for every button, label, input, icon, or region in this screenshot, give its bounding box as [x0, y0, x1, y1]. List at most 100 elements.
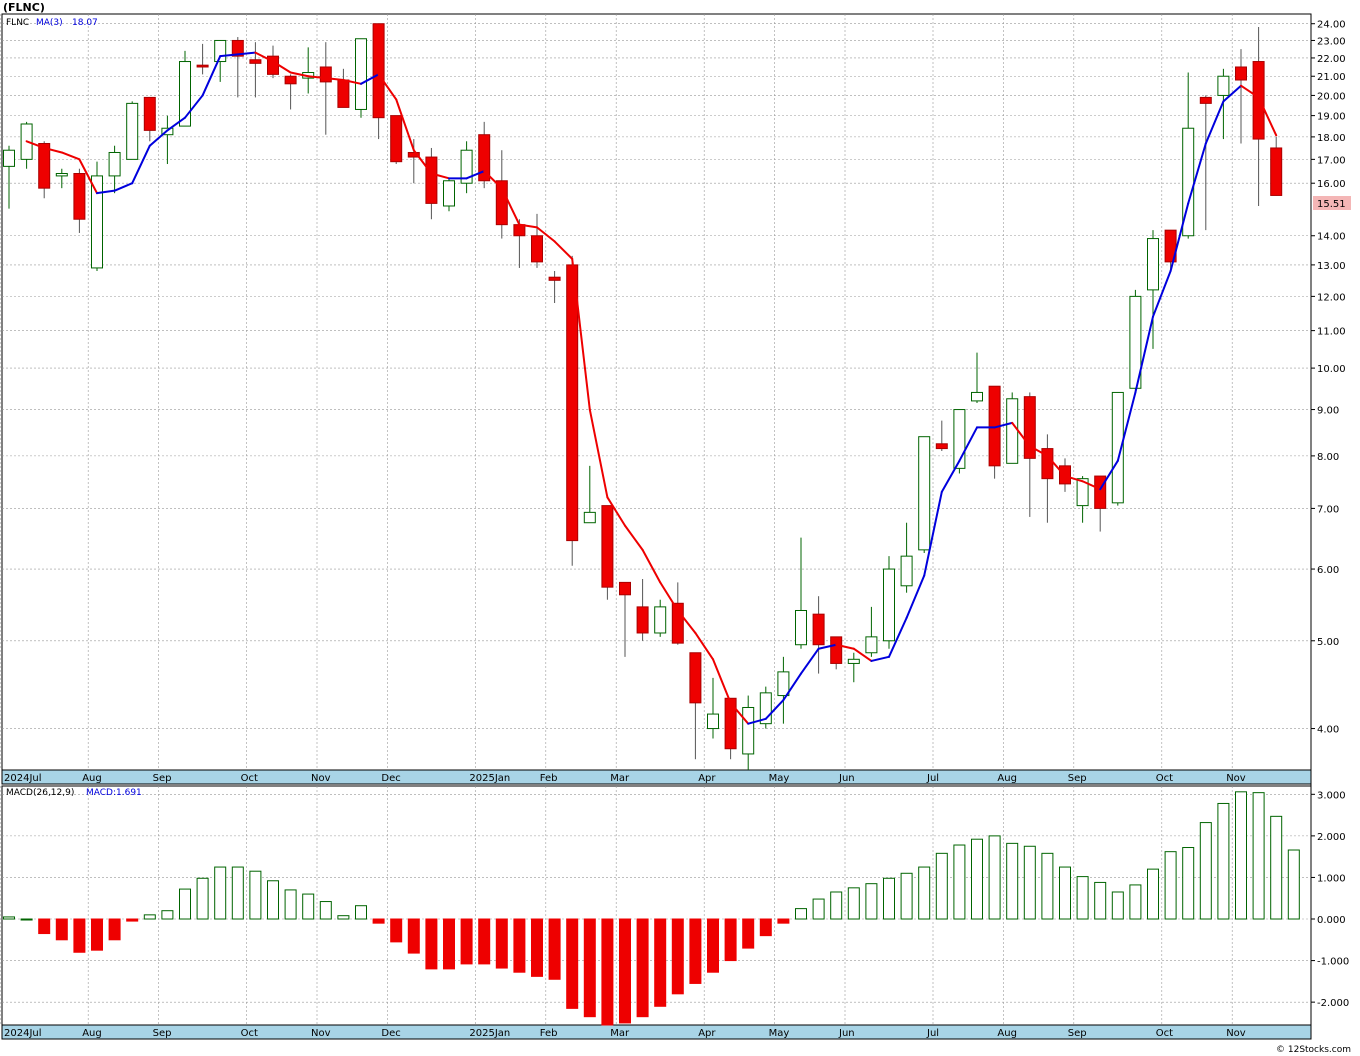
- candle-body: [3, 149, 15, 167]
- candle-body: [319, 66, 332, 83]
- macd-bar: [1235, 791, 1247, 920]
- macd-bar: [1270, 815, 1283, 920]
- macd-bar: [425, 918, 438, 970]
- candle-up: [108, 145, 121, 194]
- macd-date-label: Jul: [926, 1028, 939, 1039]
- candle-body: [918, 436, 931, 551]
- candle-body: [531, 235, 543, 263]
- price-date-label: Oct: [241, 773, 258, 784]
- candle-body: [1252, 61, 1265, 140]
- candle-down: [372, 23, 385, 140]
- macd-bar: [91, 918, 103, 951]
- candle-body: [1147, 238, 1159, 291]
- ma3-segment: [1099, 459, 1119, 491]
- candle-body: [179, 61, 191, 127]
- candle-down: [548, 270, 561, 303]
- macd-tick-label: 1.000: [1317, 873, 1346, 884]
- candle-down: [812, 596, 825, 674]
- macd-bar: [231, 866, 244, 920]
- candle-body: [73, 173, 86, 220]
- ma3-segment: [553, 240, 574, 260]
- ma3-segment: [782, 672, 802, 702]
- candle-body: [619, 581, 631, 596]
- candle-down: [689, 652, 702, 760]
- candle-body: [143, 96, 156, 131]
- macd-date-label: Jun: [838, 1028, 855, 1039]
- candle-body: [214, 39, 227, 63]
- price-tick-label: 20.00: [1317, 91, 1346, 102]
- ma3-segment: [729, 701, 750, 725]
- macd-bar: [1076, 876, 1089, 920]
- candle-down: [935, 420, 948, 451]
- candle-body: [812, 613, 825, 646]
- candle-down: [495, 150, 508, 239]
- macd-date-label: Nov: [311, 1028, 331, 1039]
- price-date-label: Sep: [1068, 773, 1087, 784]
- candle-body: [636, 606, 649, 634]
- macd-bar: [55, 918, 68, 941]
- macd-bar: [812, 898, 825, 920]
- macd-date-axis-band: [1, 1024, 1312, 1040]
- candle-body: [126, 102, 139, 160]
- ma3-segment: [500, 187, 521, 226]
- ma3-segment: [641, 548, 662, 584]
- macd-bar: [830, 891, 843, 920]
- ma3-segment: [518, 223, 538, 229]
- ma3-segment: [958, 426, 978, 462]
- ma3-segment: [113, 182, 134, 192]
- macd-date-label: Dec: [381, 1028, 400, 1039]
- ma3-segment: [676, 609, 697, 634]
- ma3-segment: [1011, 421, 1031, 448]
- candle-body: [689, 652, 702, 704]
- candle-body: [1270, 147, 1283, 196]
- candle-body: [372, 23, 385, 119]
- candle-body: [407, 151, 420, 158]
- macd-bar: [935, 852, 948, 920]
- last-price-badge: [1313, 196, 1351, 210]
- macd-date-label: Mar: [610, 1028, 630, 1039]
- ma3-segment: [360, 73, 380, 85]
- macd-bar: [196, 877, 209, 920]
- macd-date-label: May: [769, 1028, 790, 1039]
- ma3-segment: [307, 75, 327, 80]
- chart-title: (FLNC): [3, 1, 45, 14]
- candle-body: [1235, 66, 1247, 81]
- ma3-segment: [1134, 315, 1154, 394]
- ma3-segment: [835, 643, 855, 650]
- price-tick-label: 9.00: [1317, 406, 1339, 417]
- candle-up: [759, 686, 772, 729]
- macd-bar: [1023, 845, 1036, 920]
- price-date-label: May: [769, 773, 790, 784]
- price-date-label: Jul: [926, 773, 939, 784]
- price-date-label: Oct: [1156, 773, 1173, 784]
- ma3-segment: [430, 172, 450, 180]
- candle-up: [355, 38, 367, 118]
- ma3-segment: [1204, 100, 1225, 145]
- candle-body: [495, 180, 508, 226]
- price-tick-label: 8.00: [1317, 452, 1339, 463]
- candle-down: [566, 255, 579, 566]
- ma3-segment: [1257, 96, 1278, 137]
- macd-date-label: Feb: [540, 1028, 558, 1039]
- macd-date-label: Aug: [82, 1028, 102, 1039]
- macd-date-label: 2024Jul: [4, 1028, 42, 1039]
- ma3-segment: [852, 647, 873, 662]
- ma3-segment: [272, 60, 292, 74]
- candle-down: [988, 385, 1001, 479]
- macd-bar: [1287, 849, 1300, 920]
- ma3-segment: [1152, 269, 1172, 318]
- candle-body: [443, 180, 455, 207]
- ma-legend-value: 18.07: [72, 18, 98, 28]
- candle-body: [865, 636, 878, 654]
- candle-down: [249, 42, 262, 98]
- ma3-segment: [1116, 391, 1137, 462]
- macd-bar: [478, 918, 491, 965]
- candle-body: [38, 142, 51, 189]
- macd-date-label: Sep: [153, 1028, 172, 1039]
- price-date-label: 2025Jan: [469, 773, 510, 784]
- macd-bar: [495, 918, 508, 969]
- ma3-segment: [800, 647, 820, 675]
- ma3-segment: [764, 699, 785, 720]
- macd-bar: [249, 870, 262, 920]
- ma3-segment: [870, 655, 890, 662]
